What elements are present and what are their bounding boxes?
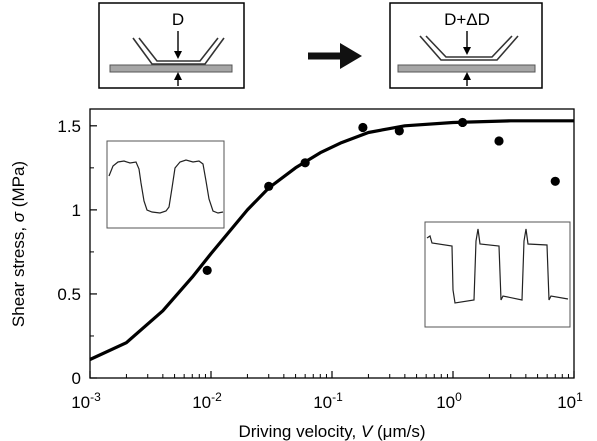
data-points <box>202 117 560 275</box>
x-axis-title-var: V <box>361 422 374 441</box>
schematic-after-label: D+ΔD <box>444 10 490 29</box>
x-tick-label-base: 10 <box>313 393 332 412</box>
x-axis-title-prefix: Driving velocity, <box>238 422 361 441</box>
inset-fast-frame <box>424 221 571 328</box>
x-tick-label-base: 10 <box>192 393 211 412</box>
x-tick-label-exponent: -3 <box>90 390 101 404</box>
schematic-before-surface <box>109 64 233 73</box>
y-tick-label: 1.5 <box>57 117 81 136</box>
y-axis-title: Shear stress, σ (MPa) <box>9 161 28 327</box>
y-axis-title-var: σ <box>9 211 28 222</box>
model-curve-line <box>89 119 574 361</box>
x-axis-title-unit: (μm/s) <box>372 422 425 441</box>
schematic-before-frame <box>98 2 245 89</box>
data-point <box>300 158 310 168</box>
data-point <box>457 117 468 128</box>
schematic-before-arrowhead-up <box>174 72 182 80</box>
model-curve <box>89 119 574 361</box>
schematic-after: D+ΔD <box>389 2 543 89</box>
data-point <box>494 136 504 146</box>
data-point <box>264 181 274 191</box>
schematic-after-arrowhead-down <box>463 47 471 55</box>
x-tick-label-exponent: 1 <box>576 390 583 404</box>
x-tick-label-base: 10 <box>71 393 90 412</box>
x-tick-label: 10-2 <box>192 390 222 412</box>
x-tick-label: 10-3 <box>71 390 101 412</box>
y-tick-label: 0.5 <box>57 285 81 304</box>
schematic-before-arrowhead-down <box>174 51 182 59</box>
x-tick-label-exponent: 0 <box>455 390 462 404</box>
inset-fast-trace <box>424 221 571 328</box>
y-tick-label: 1 <box>72 201 81 220</box>
y-axis-title-unit: (MPa) <box>9 161 28 212</box>
schematic-after-arrowhead-up <box>463 72 471 80</box>
inset-slow-waveform <box>108 159 224 214</box>
x-tick-label-base: 10 <box>436 393 455 412</box>
data-point <box>394 126 404 136</box>
transition-arrowhead <box>340 43 362 69</box>
inset-slow-frame <box>106 140 225 229</box>
x-tick-label-exponent: -2 <box>211 390 222 404</box>
data-point <box>202 265 212 275</box>
transition-arrow <box>308 43 362 69</box>
x-tick-label-exponent: -1 <box>332 390 343 404</box>
schematic-before: D <box>98 2 245 89</box>
y-tick-label: 0 <box>72 369 81 388</box>
x-tick-label: 100 <box>436 390 462 412</box>
inset-slow-trace <box>106 140 225 229</box>
schematic-after-frame <box>389 2 543 89</box>
inset-fast-waveform <box>426 228 569 304</box>
data-point <box>358 122 368 133</box>
x-tick-label: 10-1 <box>313 390 343 412</box>
schematic-after-surface <box>397 64 536 73</box>
y-axis-title-prefix: Shear stress, <box>9 222 28 327</box>
x-tick-label-base: 10 <box>557 393 576 412</box>
schematic-before-label: D <box>172 10 184 29</box>
schematic-after-tip <box>419 35 519 61</box>
schematic-before-tip <box>132 37 225 65</box>
x-axis-title: Driving velocity, V (μm/s) <box>238 422 425 441</box>
x-tick-label: 101 <box>557 390 583 412</box>
data-point <box>550 176 560 186</box>
